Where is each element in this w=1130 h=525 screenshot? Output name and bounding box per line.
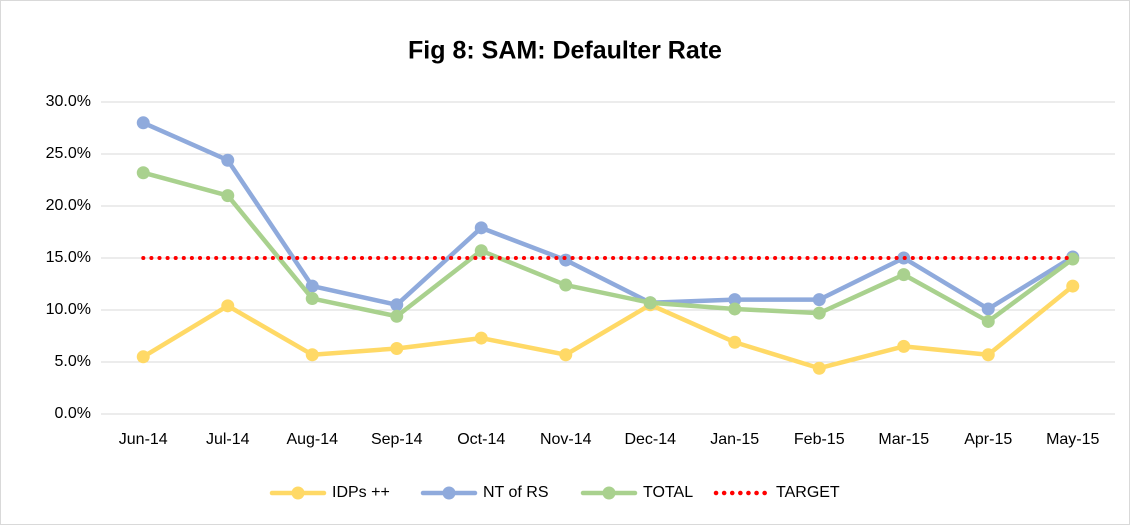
series-marker [812, 361, 826, 375]
x-tick-label: Mar-15 [878, 431, 929, 448]
series-marker [1066, 279, 1080, 293]
series-marker [474, 221, 488, 235]
series-marker [305, 279, 319, 293]
series-marker [136, 166, 150, 180]
y-tick-label: 15.0% [46, 249, 91, 266]
x-tick-label: Oct-14 [457, 431, 505, 448]
series-marker [136, 350, 150, 364]
legend-marker [442, 486, 456, 500]
series-marker [897, 268, 911, 282]
x-tick-label: Jan-15 [710, 431, 759, 448]
chart-title: Fig 8: SAM: Defaulter Rate [408, 37, 722, 65]
y-tick-label: 30.0% [46, 93, 91, 110]
series-marker [897, 339, 911, 353]
x-tick-label: Aug-14 [286, 431, 338, 448]
series-marker [812, 306, 826, 320]
legend-label: TOTAL [643, 484, 693, 501]
legend-marker [291, 486, 305, 500]
series-marker [728, 302, 742, 316]
series-marker [474, 244, 488, 258]
x-tick-label: Feb-15 [794, 431, 845, 448]
series-marker [474, 331, 488, 345]
y-tick-label: 5.0% [55, 353, 91, 370]
series-marker [1066, 252, 1080, 266]
series-marker [559, 348, 573, 362]
series-line [141, 283, 1075, 371]
x-tick-label: May-15 [1046, 431, 1099, 448]
x-tick-label: Dec-14 [624, 431, 676, 448]
series-line [141, 170, 1075, 324]
y-tick-label: 10.0% [46, 301, 91, 318]
legend-label: NT of RS [483, 484, 549, 501]
series-marker [221, 153, 235, 167]
series-marker [728, 293, 742, 307]
series-line [141, 120, 1075, 312]
series-marker [812, 293, 826, 307]
x-tick-label: Jul-14 [206, 431, 250, 448]
series-marker [728, 335, 742, 349]
series-marker [305, 292, 319, 306]
legend-label: TARGET [776, 484, 840, 501]
y-tick-label: 20.0% [46, 197, 91, 214]
legend-label: IDPs ++ [332, 484, 390, 501]
series-marker [643, 296, 657, 310]
series-marker [390, 341, 404, 355]
series-marker [559, 278, 573, 292]
series-marker [981, 314, 995, 328]
series-marker [390, 309, 404, 323]
y-tick-label: 0.0% [55, 405, 91, 422]
series-marker [221, 299, 235, 313]
series-marker [559, 253, 573, 267]
series-marker [136, 116, 150, 130]
x-tick-label: Nov-14 [540, 431, 592, 448]
legend-marker [602, 486, 616, 500]
x-tick-label: Sep-14 [371, 431, 423, 448]
series-marker [981, 348, 995, 362]
series-marker [221, 189, 235, 203]
series-marker [390, 298, 404, 312]
series-marker [305, 348, 319, 362]
x-tick-label: Jun-14 [119, 431, 168, 448]
series-marker [981, 302, 995, 316]
y-tick-label: 25.0% [46, 145, 91, 162]
x-tick-label: Apr-15 [964, 431, 1012, 448]
